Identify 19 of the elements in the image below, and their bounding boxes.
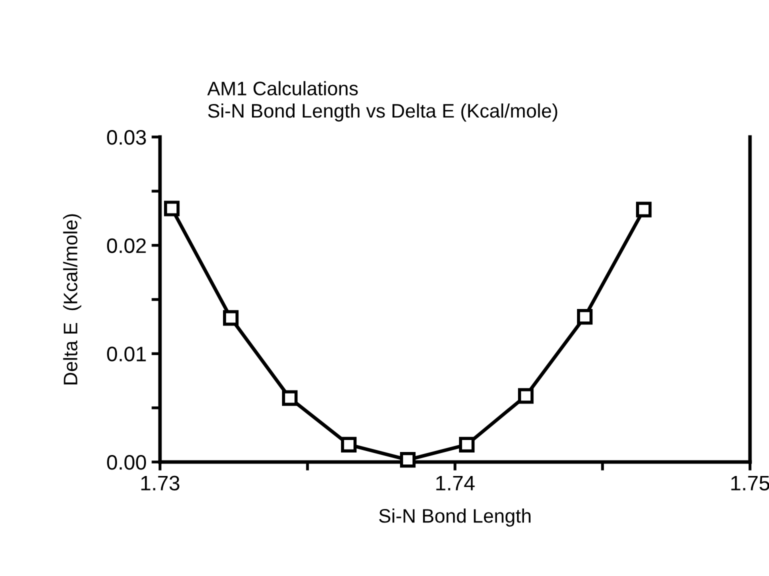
point [223,310,239,326]
x-axis-title: Si-N Bond Length [379,508,530,527]
x-tick-label: 1.74 [436,476,475,490]
point [518,388,534,404]
y-tick-label: 0.03 [107,130,146,145]
y-axis-title: Delta E (Kcal/mole) [63,214,82,384]
point [341,436,357,452]
point [282,390,298,406]
point [400,452,416,468]
y-tick-label: 0.01 [107,346,146,362]
point [164,200,180,216]
y-tick-label: 0.02 [107,238,146,254]
point [577,309,593,325]
x-tick-label: 1.75 [731,476,769,490]
point [636,202,652,218]
x-tick-label: 1.73 [141,476,180,490]
point [459,436,475,452]
chart-title: AM1 Calculations Si-N Bond Length vs Delta E (Kcal/mole) [207,81,558,122]
y-tick-label: 0.00 [107,455,146,470]
